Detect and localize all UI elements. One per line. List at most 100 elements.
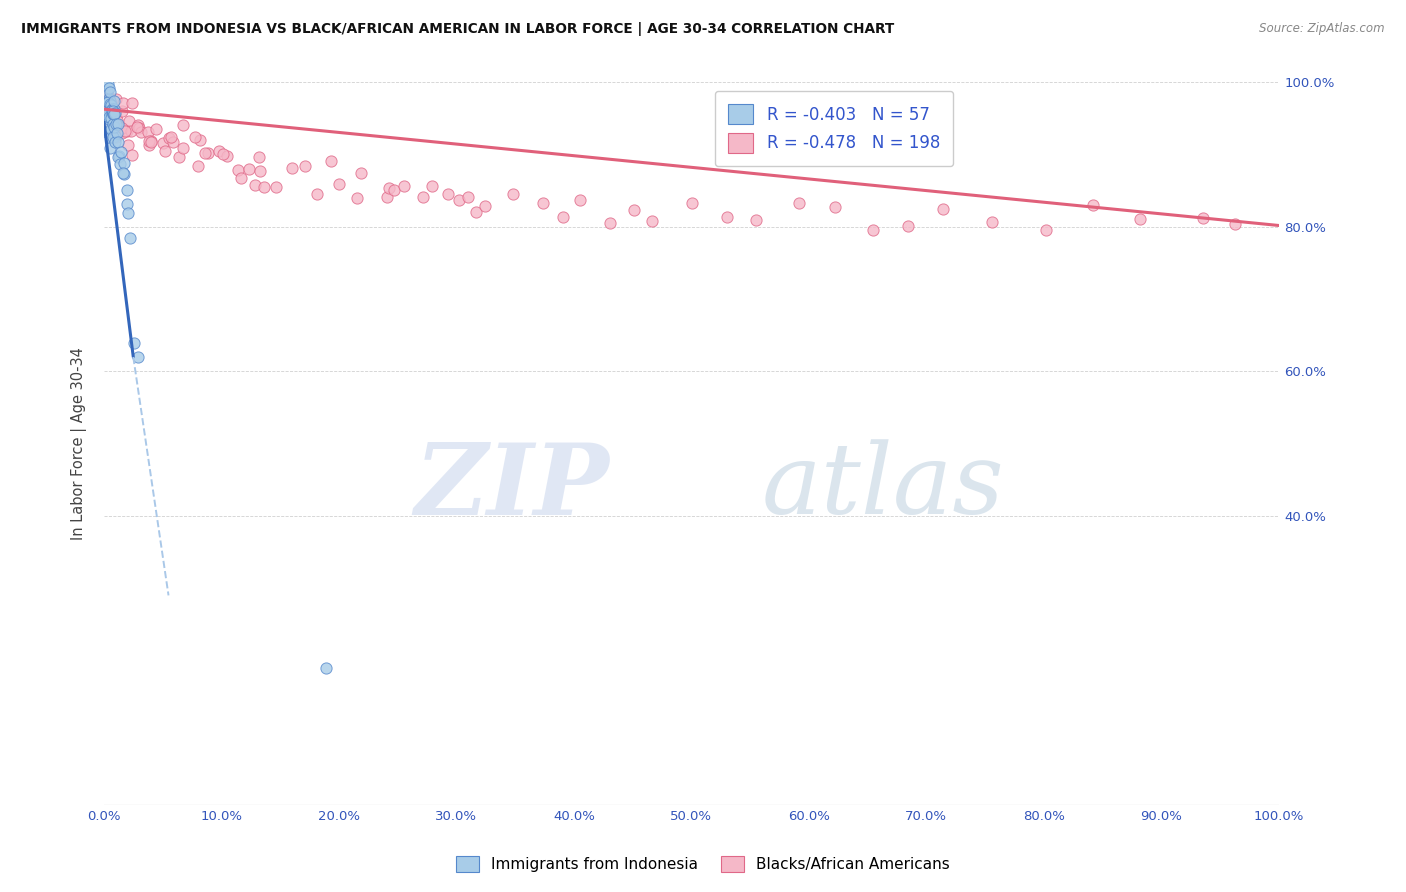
Point <box>745 213 768 227</box>
Point <box>1083 198 1105 212</box>
Point <box>107 150 129 164</box>
Point <box>294 159 316 173</box>
Point <box>104 130 127 145</box>
Point <box>118 113 141 128</box>
Point <box>160 130 183 145</box>
Point <box>375 189 398 203</box>
Point <box>105 92 128 106</box>
Point <box>266 179 288 194</box>
Point <box>104 106 127 120</box>
Point <box>107 135 129 149</box>
Point <box>394 179 416 194</box>
Point <box>136 124 159 138</box>
Point <box>97 100 120 114</box>
Point <box>120 231 142 245</box>
Text: Source: ZipAtlas.com: Source: ZipAtlas.com <box>1260 22 1385 36</box>
Y-axis label: In Labor Force | Age 30-34: In Labor Force | Age 30-34 <box>72 347 87 541</box>
Point <box>104 135 127 149</box>
Point <box>103 102 125 116</box>
Point <box>111 121 134 136</box>
Point <box>157 130 180 145</box>
Point <box>787 196 810 211</box>
Point <box>97 100 120 114</box>
Point <box>110 125 132 139</box>
Point <box>122 335 145 350</box>
Point <box>100 103 122 117</box>
Point <box>139 135 162 149</box>
Point <box>120 124 142 138</box>
Point <box>128 121 150 136</box>
Point <box>155 144 177 158</box>
Point <box>98 95 121 109</box>
Point <box>127 350 149 364</box>
Text: ZIP: ZIP <box>415 439 609 535</box>
Point <box>464 205 486 219</box>
Point <box>104 117 127 131</box>
Point <box>103 130 125 145</box>
Point <box>121 148 143 162</box>
Point <box>103 120 125 134</box>
Point <box>238 162 260 177</box>
Point <box>599 216 621 230</box>
Point <box>100 98 122 112</box>
Legend: Immigrants from Indonesia, Blacks/African Americans: Immigrants from Indonesia, Blacks/Africa… <box>449 848 957 880</box>
Point <box>623 202 645 217</box>
Legend: R = -0.403   N = 57, R = -0.478   N = 198: R = -0.403 N = 57, R = -0.478 N = 198 <box>714 91 953 167</box>
Point <box>110 126 132 140</box>
Point <box>96 85 118 99</box>
Point <box>108 148 131 162</box>
Point <box>112 167 135 181</box>
Point <box>98 115 121 129</box>
Point <box>382 183 405 197</box>
Point <box>716 211 738 225</box>
Point <box>145 122 167 136</box>
Point <box>105 113 128 128</box>
Text: IMMIGRANTS FROM INDONESIA VS BLACK/AFRICAN AMERICAN IN LABOR FORCE | AGE 30-34 C: IMMIGRANTS FROM INDONESIA VS BLACK/AFRIC… <box>21 22 894 37</box>
Point <box>824 200 846 214</box>
Point <box>253 179 276 194</box>
Point <box>97 95 120 110</box>
Point <box>112 96 135 111</box>
Point <box>131 125 153 139</box>
Point <box>96 125 118 139</box>
Point <box>98 80 121 95</box>
Point <box>346 191 368 205</box>
Point <box>108 122 131 136</box>
Point <box>447 193 470 207</box>
Point <box>1035 223 1057 237</box>
Point <box>208 145 231 159</box>
Point <box>117 206 139 220</box>
Point <box>305 186 328 201</box>
Point <box>328 177 350 191</box>
Point <box>1129 211 1152 226</box>
Point <box>188 133 211 147</box>
Point <box>101 106 124 120</box>
Point <box>862 222 884 236</box>
Point <box>94 110 117 124</box>
Point <box>98 92 121 106</box>
Point <box>103 103 125 118</box>
Point <box>212 147 235 161</box>
Point <box>114 124 136 138</box>
Point <box>139 134 162 148</box>
Point <box>98 94 121 108</box>
Point <box>215 149 238 163</box>
Point <box>412 190 434 204</box>
Point <box>350 166 373 180</box>
Point <box>420 179 443 194</box>
Point <box>97 90 120 104</box>
Point <box>932 202 955 217</box>
Point <box>98 141 121 155</box>
Point <box>97 95 120 109</box>
Point <box>108 157 131 171</box>
Point <box>1223 217 1246 231</box>
Point <box>100 111 122 125</box>
Point <box>437 186 460 201</box>
Text: atlas: atlas <box>762 440 1005 534</box>
Point <box>245 178 267 193</box>
Point <box>247 150 270 164</box>
Point <box>474 199 496 213</box>
Point <box>121 96 143 111</box>
Point <box>98 85 121 99</box>
Point <box>183 129 205 144</box>
